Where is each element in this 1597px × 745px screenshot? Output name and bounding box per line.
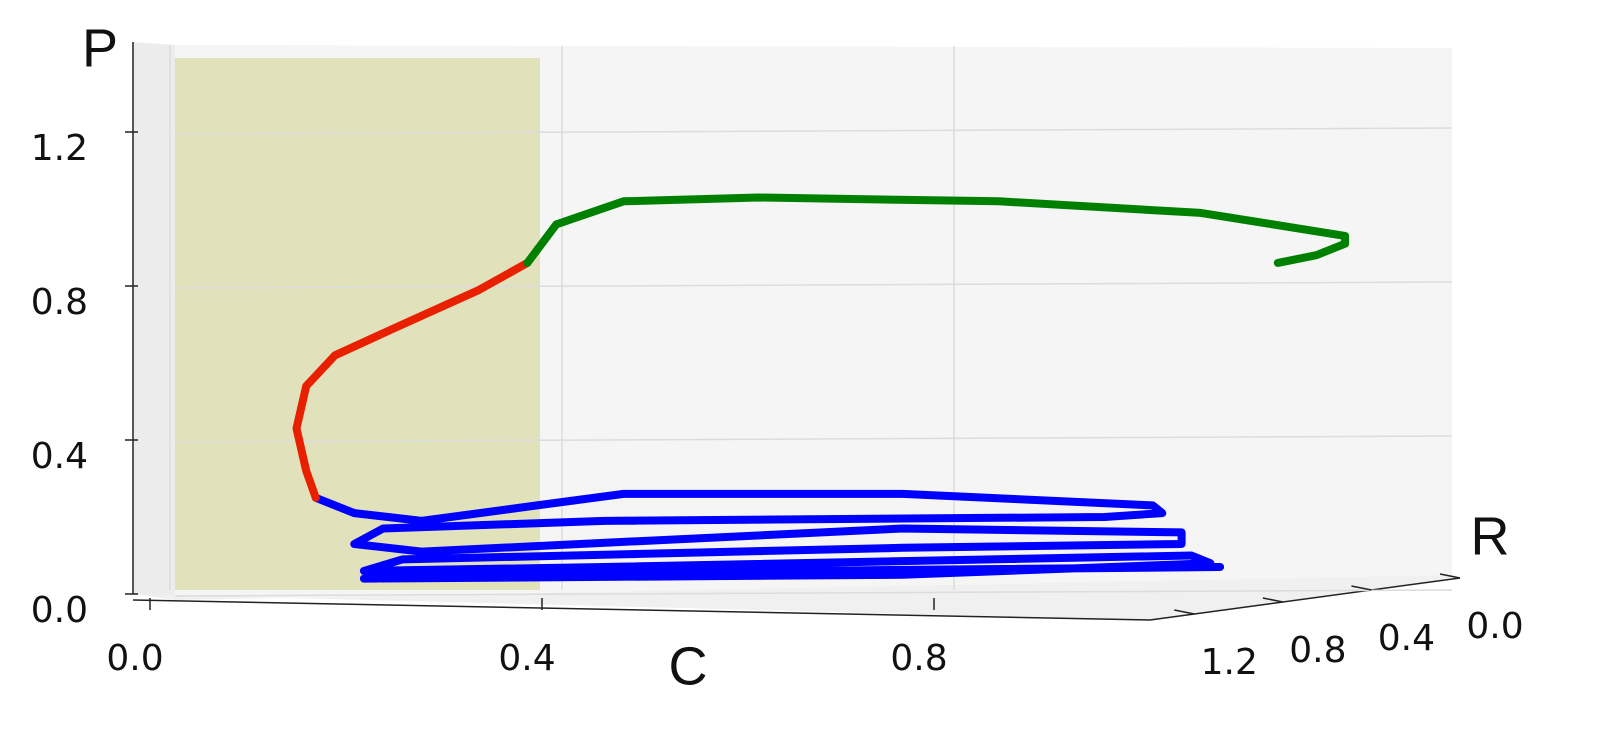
z-tick-label: 1.2	[1201, 642, 1258, 683]
z-tick	[1351, 585, 1372, 591]
z-tick-label: 0.4	[1378, 618, 1435, 659]
trajectory	[292, 258, 532, 502]
x-axis-label: C	[669, 636, 708, 696]
x-axis-line	[132, 599, 1151, 621]
z-tick-label: 0.8	[1289, 630, 1346, 671]
grid-line	[174, 435, 1453, 443]
z-tick	[1439, 573, 1461, 579]
x-tick-label: 0.0	[106, 638, 163, 679]
x-tick-label: 0.8	[890, 638, 947, 679]
trajectory	[311, 489, 1225, 583]
z-tick	[1174, 609, 1195, 615]
trajectory	[523, 193, 1350, 267]
grid-line	[174, 281, 1453, 289]
x-tick-label: 0.4	[498, 638, 555, 679]
y-tick-label: 1.2	[31, 128, 88, 169]
grid-line	[174, 127, 1453, 135]
y-axis-label: P	[82, 18, 118, 78]
z-tick-label: 0.0	[1466, 606, 1523, 647]
z-axis-label: R	[1471, 506, 1510, 566]
y-tick-label: 0.4	[31, 436, 88, 477]
grid-line	[174, 589, 1453, 597]
y-tick-label: 0.0	[31, 590, 88, 631]
z-axis-line	[1149, 577, 1461, 621]
floor-pane	[133, 575, 1460, 620]
z-tick	[1262, 597, 1284, 603]
left-pane	[133, 42, 175, 600]
shaded-region	[175, 58, 540, 590]
y-tick-label: 0.8	[31, 282, 88, 323]
